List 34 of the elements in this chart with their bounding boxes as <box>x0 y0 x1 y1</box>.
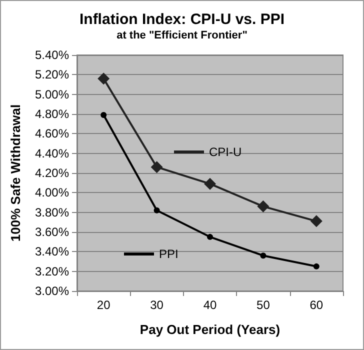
y-tick-label: 5.00% <box>34 87 70 102</box>
y-tick-label: 3.20% <box>34 264 70 278</box>
legend-label: PPI <box>159 247 178 261</box>
y-tick-label: 3.00% <box>34 284 70 298</box>
y-tick-label: 5.40% <box>34 48 70 62</box>
y-tick-label: 4.80% <box>34 107 70 121</box>
y-axis-title: 100% Safe Withdrawal <box>8 104 23 242</box>
point <box>313 263 320 270</box>
x-tick-label: 60 <box>310 298 324 312</box>
legend-label: CPI-U <box>209 145 242 159</box>
y-tick-label: 4.20% <box>34 166 70 180</box>
point <box>207 234 213 240</box>
chart-subtitle: at the "Efficient Frontier" <box>116 30 248 42</box>
y-tick-label: 4.60% <box>34 126 70 141</box>
y-tick-label: 3.40% <box>34 244 70 259</box>
y-tick-label: 3.60% <box>34 225 70 239</box>
point <box>100 112 107 118</box>
chart-title: Inflation Index: CPI-U vs. PPI <box>79 11 285 28</box>
x-tick-label: 20 <box>96 298 111 312</box>
y-tick-label: 4.40% <box>34 146 70 160</box>
point <box>204 178 216 190</box>
point <box>150 161 163 174</box>
x-tick-label: 40 <box>203 298 217 312</box>
point <box>260 252 266 259</box>
point <box>257 200 270 212</box>
x-axis-title: Pay Out Period (Years) <box>140 322 280 337</box>
y-tick-label: 5.20% <box>34 68 70 82</box>
point <box>310 215 322 228</box>
y-tick-label: 3.80% <box>34 205 70 220</box>
x-tick-label: 50 <box>256 298 270 312</box>
point <box>154 207 160 214</box>
y-tick-label: 4.00% <box>34 186 70 200</box>
point <box>98 72 110 85</box>
x-tick-label: 30 <box>150 298 164 312</box>
